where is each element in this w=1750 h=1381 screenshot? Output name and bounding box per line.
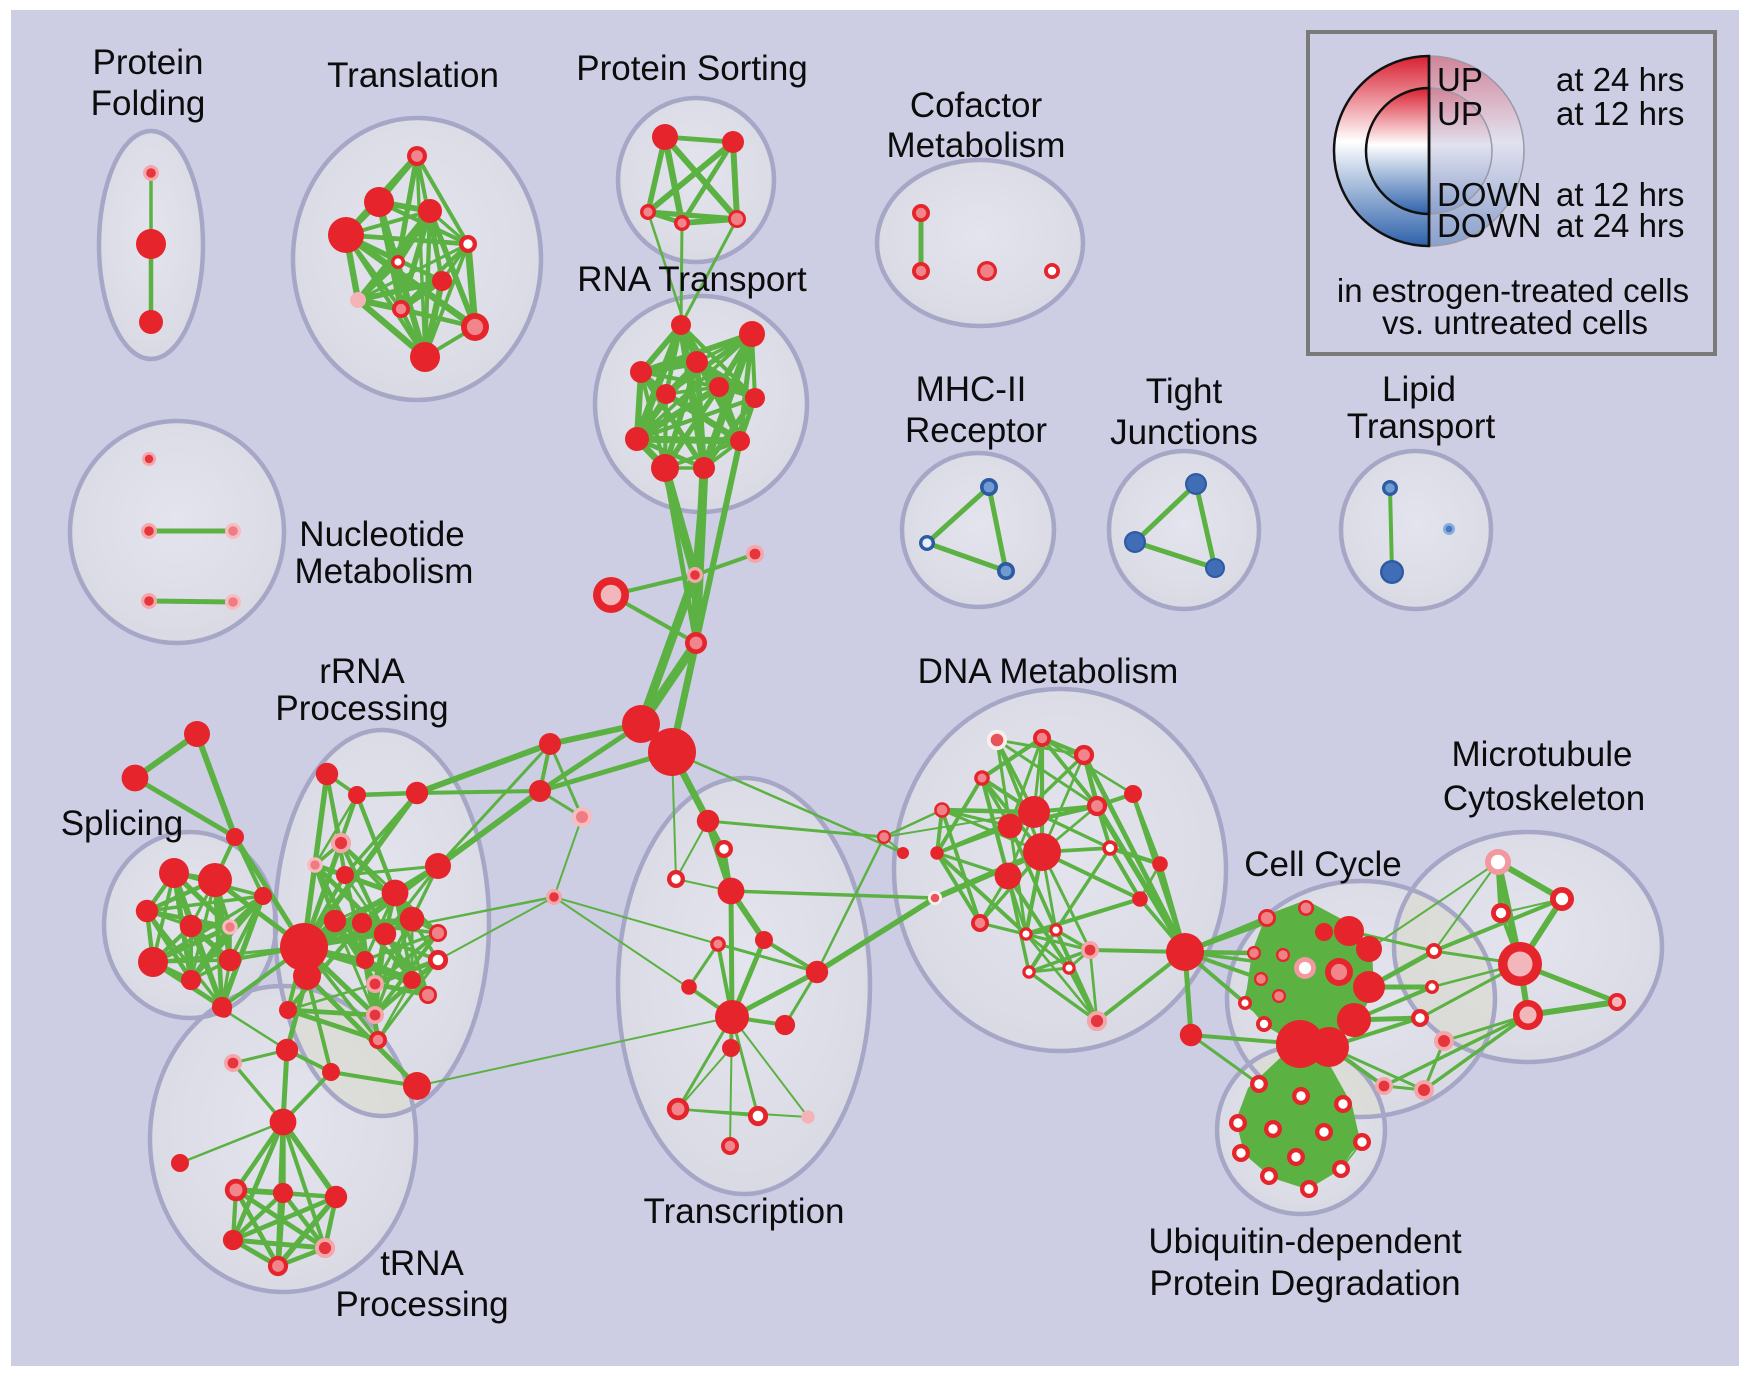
svg-text:rRNA: rRNA <box>319 652 405 691</box>
svg-text:at 24 hrs: at 24 hrs <box>1556 61 1684 98</box>
svg-text:Transcription: Transcription <box>644 1192 845 1231</box>
svg-text:UP: UP <box>1437 61 1483 98</box>
svg-text:DOWN: DOWN <box>1437 207 1541 244</box>
svg-text:Metabolism: Metabolism <box>887 126 1066 165</box>
svg-text:Transport: Transport <box>1347 407 1496 446</box>
svg-text:Nucleotide: Nucleotide <box>299 515 464 554</box>
svg-text:Microtubule: Microtubule <box>1452 735 1633 774</box>
svg-text:Cofactor: Cofactor <box>910 86 1043 125</box>
svg-text:Folding: Folding <box>91 84 206 123</box>
svg-text:at 24 hrs: at 24 hrs <box>1556 207 1684 244</box>
svg-text:Receptor: Receptor <box>905 411 1047 450</box>
svg-text:Cytoskeleton: Cytoskeleton <box>1443 779 1645 818</box>
svg-text:Splicing: Splicing <box>61 804 184 843</box>
svg-text:Cell Cycle: Cell Cycle <box>1244 845 1402 884</box>
svg-text:Metabolism: Metabolism <box>295 552 474 591</box>
svg-text:in estrogen-treated cells: in estrogen-treated cells <box>1337 272 1689 309</box>
svg-text:Translation: Translation <box>327 56 499 95</box>
svg-text:DNA Metabolism: DNA Metabolism <box>918 652 1179 691</box>
svg-text:Protein Sorting: Protein Sorting <box>576 49 808 88</box>
svg-text:Protein Degradation: Protein Degradation <box>1149 1264 1460 1303</box>
svg-text:at 12 hrs: at 12 hrs <box>1556 95 1684 132</box>
svg-text:Junctions: Junctions <box>1110 413 1258 452</box>
svg-text:MHC-II: MHC-II <box>916 370 1027 409</box>
svg-text:Processing: Processing <box>335 1285 508 1324</box>
svg-text:Lipid: Lipid <box>1382 370 1456 409</box>
svg-text:DOWN: DOWN <box>1437 176 1541 213</box>
svg-text:at 12 hrs: at 12 hrs <box>1556 176 1684 213</box>
svg-text:Tight: Tight <box>1146 372 1223 411</box>
svg-text:RNA Transport: RNA Transport <box>577 260 807 299</box>
svg-text:Protein: Protein <box>93 43 204 82</box>
svg-text:UP: UP <box>1437 95 1483 132</box>
svg-text:Processing: Processing <box>275 689 448 728</box>
svg-text:tRNA: tRNA <box>380 1244 464 1283</box>
svg-text:Ubiquitin-dependent: Ubiquitin-dependent <box>1148 1222 1462 1261</box>
svg-text:vs. untreated cells: vs. untreated cells <box>1382 304 1648 341</box>
